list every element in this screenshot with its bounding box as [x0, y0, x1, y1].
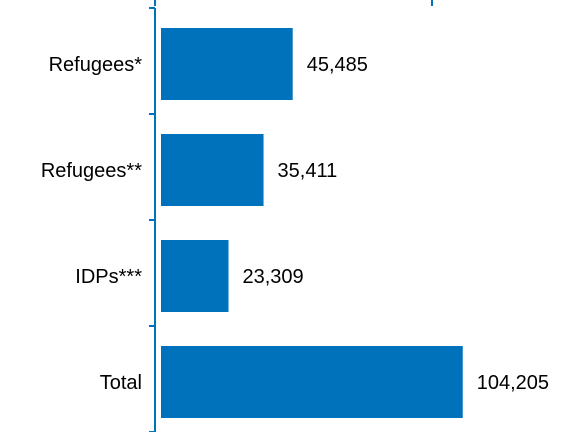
category-label: Refugees* — [49, 54, 143, 76]
category-label: IDPs*** — [75, 266, 142, 288]
bar — [161, 134, 264, 206]
value-label: 45,485 — [307, 54, 368, 76]
top-bracket-line — [154, 0, 433, 6]
bars-layer — [161, 28, 463, 418]
category-axis — [149, 0, 433, 432]
value-label: 35,411 — [278, 160, 338, 182]
bar — [161, 240, 229, 312]
labels-layer: Refugees* 45,485 Refugees** 35,411 IDPs*** 23… — [41, 54, 549, 394]
category-label: Total — [100, 372, 142, 394]
bar — [161, 346, 463, 418]
value-label: 23,309 — [242, 266, 303, 288]
category-label: Refugees** — [41, 160, 142, 182]
value-label: 104,205 — [477, 372, 549, 394]
bar — [161, 28, 293, 100]
